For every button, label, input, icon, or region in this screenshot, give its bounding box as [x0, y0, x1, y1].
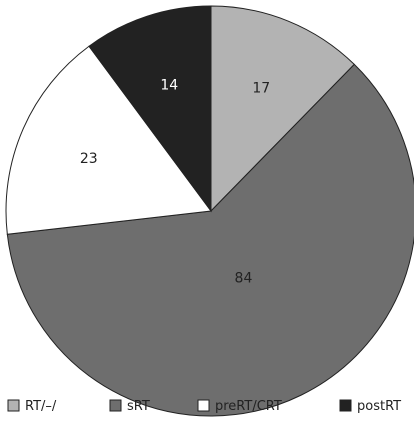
data-label-rt: 17 [252, 81, 270, 97]
pie-slice-postrt [88, 5, 212, 213]
legend-label-rt: RT/–/ [25, 399, 57, 414]
data-label-srt: 84 [235, 270, 253, 286]
pie-slice-prert-crt [5, 45, 212, 235]
legend-swatch-srt [109, 399, 122, 412]
legend: RT/–/ sRT preRT/CRT postRT [7, 399, 401, 414]
pie-data-labels: 17 84 23 14 [80, 77, 270, 286]
legend-swatch-postrt [339, 399, 352, 412]
pie-slice-srt [6, 63, 414, 417]
data-label-prert-crt: 23 [80, 151, 98, 167]
legend-label-postrt: postRT [357, 399, 401, 414]
legend-swatch-prert-crt [197, 399, 210, 412]
pie-slices [5, 5, 414, 417]
legend-swatch-rt [7, 399, 20, 412]
pie-slice-rt [210, 5, 356, 213]
data-label-postrt: 14 [160, 77, 178, 93]
legend-label-prert-crt: preRT/CRT [215, 399, 282, 414]
legend-label-srt: sRT [127, 399, 150, 414]
